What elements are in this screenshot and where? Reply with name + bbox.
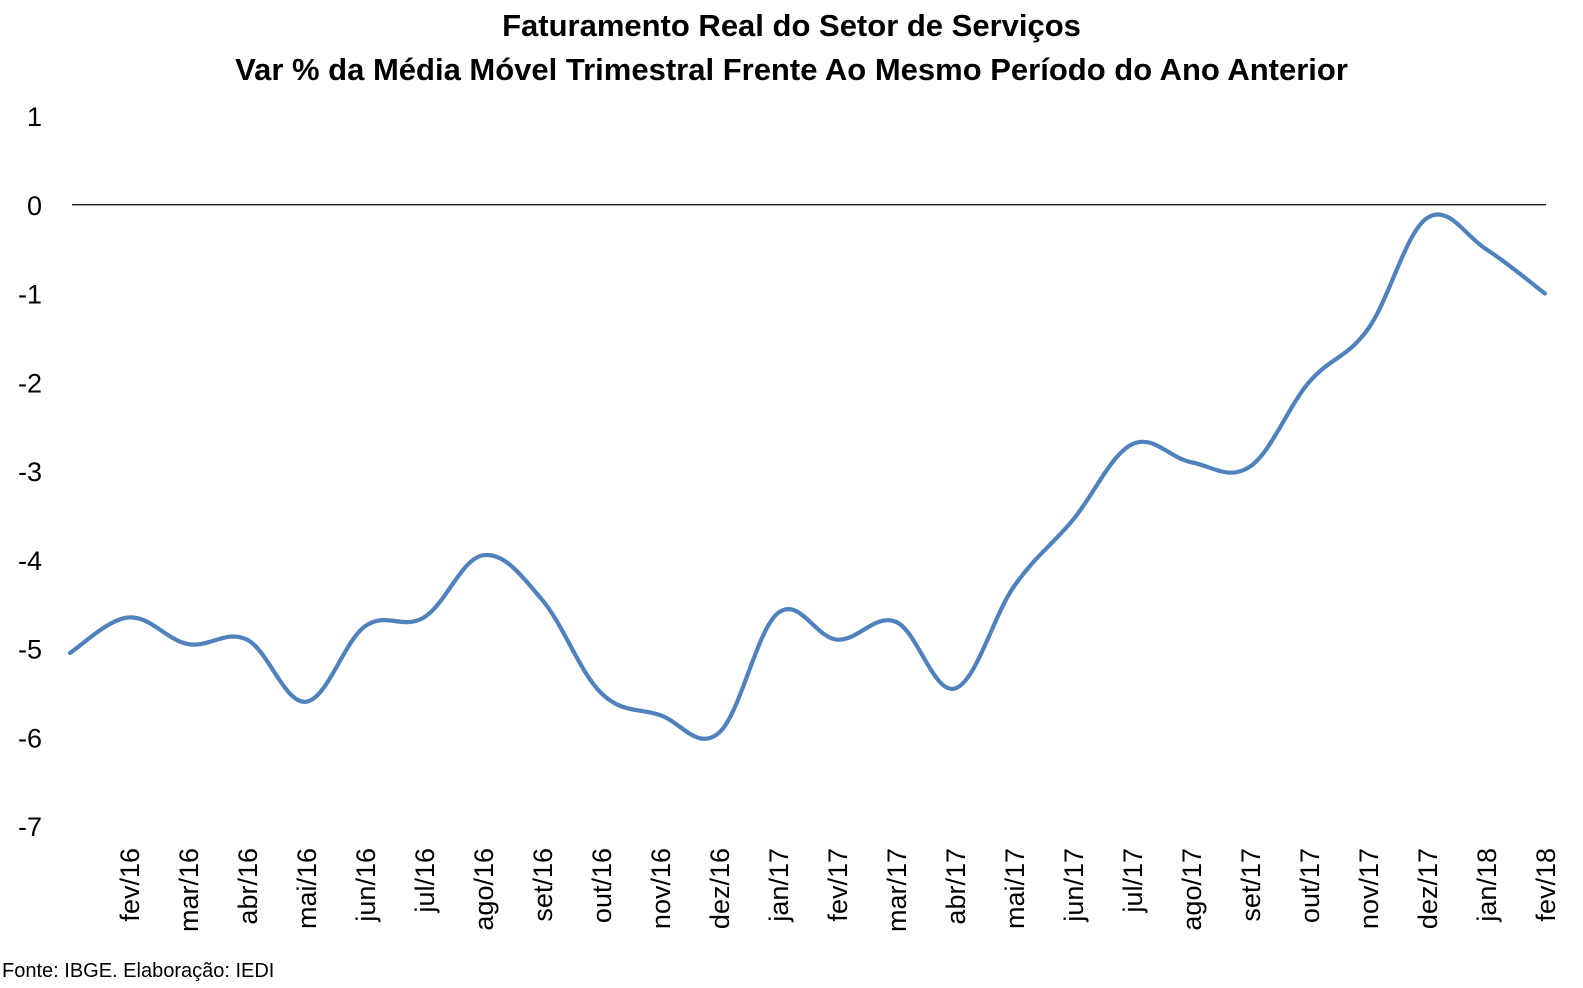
y-tick-label: 0 [27,191,42,221]
data-point [1189,460,1193,464]
data-point [599,691,603,695]
data-point [1248,465,1252,469]
data-point [1484,247,1488,251]
data-point [1425,216,1429,220]
x-tick-label: abr/17 [941,848,971,925]
data-point [894,620,898,624]
x-tick-label: jun/16 [351,848,381,923]
x-tick-label: fev/16 [115,848,145,922]
y-tick-label: -2 [18,368,42,398]
x-tick-label: set/16 [528,848,558,922]
x-tick-label: jul/16 [410,848,440,914]
data-point [776,611,780,615]
x-tick-label: ago/16 [469,848,499,931]
data-point [953,686,957,690]
x-tick-label: jun/17 [1059,848,1089,923]
x-tick-label: ago/17 [1177,848,1207,931]
y-tick-label: 1 [27,102,42,132]
data-point [1130,442,1134,446]
data-point [245,638,249,642]
y-tick-label: -5 [18,635,42,665]
x-tick-label: dez/17 [1413,848,1443,929]
x-tick-label: out/17 [1295,848,1325,923]
data-point [186,642,190,646]
source-note: Fonte: IBGE. Elaboração: IEDI [2,960,275,982]
data-point [422,615,426,619]
data-point [1307,380,1311,384]
x-tick-label: dez/16 [705,848,735,929]
data-point [717,731,721,735]
data-point [1071,518,1075,522]
y-tick-label: -6 [18,723,42,753]
y-tick-label: -4 [18,546,42,576]
data-point [1366,327,1370,331]
data-point [1543,292,1547,296]
series-line [67,212,1548,741]
x-tick-label: nov/16 [646,848,676,929]
data-point [658,713,662,717]
data-point [68,651,72,655]
x-tick-label: jan/17 [764,848,794,923]
data-point [835,638,839,642]
x-axis-tick-labels: fev/16 mar/16 abr/16 mai/16 jun/16 jul/16 ago/… [115,848,1561,932]
y-tick-label: -3 [18,457,42,487]
series-points [68,216,1547,735]
x-tick-label: mai/16 [292,848,322,929]
data-point [127,615,131,619]
x-tick-label: jan/18 [1472,848,1502,923]
chart-title-block: Faturamento Real do Setor de Serviços Va… [0,4,1583,92]
x-tick-label: mar/16 [174,848,204,932]
data-point [481,553,485,557]
x-tick-label: jul/17 [1118,848,1148,914]
x-tick-label: fev/18 [1531,848,1561,922]
y-tick-label: -1 [18,280,42,310]
data-point [304,700,308,704]
x-tick-label: set/17 [1236,848,1266,922]
chart-subtitle: Var % da Média Móvel Trimestral Frente A… [235,52,1348,87]
chart-title: Faturamento Real do Setor de Serviços [502,8,1081,43]
x-tick-label: abr/16 [233,848,263,925]
x-tick-label: fev/17 [823,848,853,922]
x-tick-label: out/16 [587,848,617,923]
data-point [540,598,544,602]
y-tick-label: -7 [18,812,42,842]
y-axis-tick-labels: 1 0 -1 -2 -3 -4 -5 -6 -7 [18,102,42,842]
x-tick-label: mai/17 [1000,848,1030,929]
x-tick-label: mar/17 [882,848,912,932]
x-tick-label: nov/17 [1354,848,1384,929]
data-point [363,624,367,628]
data-point [1012,584,1016,588]
